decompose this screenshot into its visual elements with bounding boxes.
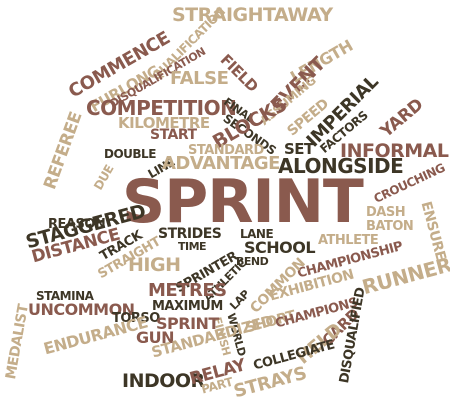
word-high: HIGH — [128, 254, 181, 276]
word-due: DUE — [91, 162, 117, 193]
word-time: TIME — [178, 240, 207, 253]
word-competition: COMPETITION — [86, 96, 237, 120]
word-torso: TORSO — [112, 311, 160, 326]
word-double: DOUBLE — [104, 147, 156, 161]
word-lane: LANE — [240, 227, 274, 241]
word-baton: BATON — [366, 219, 414, 234]
word-bend: BEND — [236, 255, 269, 268]
word-metres: METRES — [148, 280, 227, 301]
word-athlete: ATHLETE — [318, 233, 379, 248]
word-uncommon: UNCOMMON — [28, 300, 135, 319]
word-straightaway: STRAIGHTAWAY — [172, 4, 333, 26]
word-yard: YARD — [376, 94, 428, 142]
word-set: SET — [284, 140, 314, 158]
word-reason: REASON — [48, 217, 106, 232]
word-lap: LAP — [227, 287, 253, 313]
word-gun: GUN — [136, 328, 175, 347]
word-strides: STRIDES — [158, 226, 222, 242]
word-referee: REFEREE — [40, 109, 87, 193]
word-medalist: MEDALIST — [3, 303, 32, 381]
word-standard: STANDARD — [188, 143, 264, 158]
word-sprint-2: SPRINT — [156, 314, 219, 333]
word-alongside: ALONGSIDE — [278, 154, 404, 178]
word-stamina: STAMINA — [36, 289, 94, 303]
word-false: FALSE — [170, 68, 229, 89]
word-maximum: MAXIMUM — [152, 299, 223, 314]
word-kilometre: KILOMETRE — [118, 114, 210, 132]
word-sprint: SPRINT — [122, 167, 364, 237]
word-advantage: ADVANTAGE — [162, 153, 280, 174]
word-school: SCHOOL — [244, 238, 316, 257]
word-indoor: INDOOR — [122, 370, 205, 392]
word-start: START — [150, 127, 197, 143]
word-informal: INFORMAL — [340, 140, 449, 162]
word-endurance: ENDURANCE — [41, 312, 150, 359]
word-dash: DASH — [366, 205, 406, 220]
